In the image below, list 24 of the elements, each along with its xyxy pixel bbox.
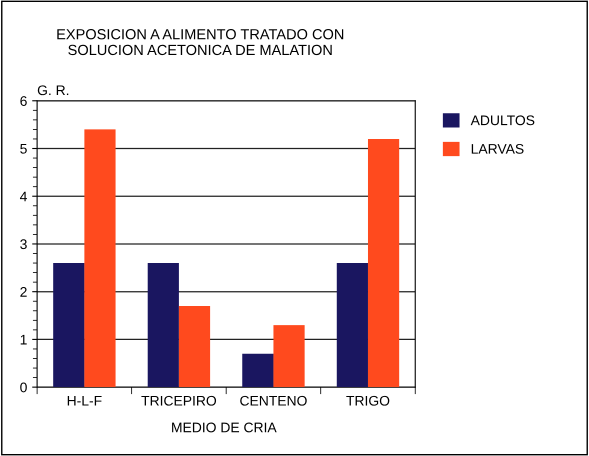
y-tick-label: 5 (20, 144, 27, 154)
y-tick-label: 2 (20, 287, 27, 297)
x-axis-title: MEDIO DE CRIA (172, 422, 277, 432)
x-tick-label: CENTENO (240, 396, 307, 406)
bar (148, 263, 179, 388)
legend-label: ADULTOS (470, 115, 534, 126)
x-tick-label: H-L-F (68, 396, 102, 406)
bar (273, 325, 305, 388)
bar (178, 306, 210, 388)
x-tick-label: TRIGO (346, 396, 390, 406)
bar (53, 263, 84, 388)
y-tick-label: 3 (20, 239, 27, 250)
chart-title: EXPOSICION A ALIMENTO TRATADO CON SOLUCION ACETONICA DE MALATION (57, 29, 344, 56)
y-tick-label: 4 (20, 192, 27, 202)
y-tick-label: 1 (20, 334, 27, 344)
bar (242, 354, 274, 388)
y-tick-label: 6 (20, 96, 27, 106)
y-tick-label: 0 (20, 382, 27, 392)
x-tick-label: TRICEPIRO (141, 396, 216, 406)
bar (368, 138, 400, 388)
bar (84, 129, 116, 388)
y-axis-title: G. R. (38, 85, 68, 96)
legend-label: LARVAS (472, 144, 524, 154)
bar (336, 263, 368, 388)
